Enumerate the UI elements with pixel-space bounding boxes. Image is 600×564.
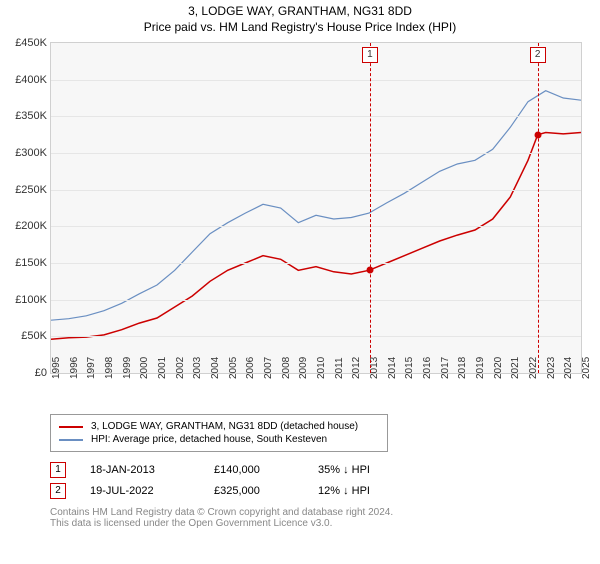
y-axis-label: £150K: [15, 257, 47, 269]
x-axis-label: 1999: [122, 357, 133, 379]
x-axis-label: 2001: [157, 357, 168, 379]
x-axis-label: 2004: [210, 357, 221, 379]
x-axis-label: 2000: [139, 357, 150, 379]
price-chart: £0£50K£100K£150K£200K£250K£300K£350K£400…: [50, 42, 582, 374]
x-axis-label: 2023: [546, 357, 557, 379]
x-axis-label: 2017: [440, 357, 451, 379]
x-axis-label: 2015: [404, 357, 415, 379]
sale-date: 18-JAN-2013: [90, 464, 190, 476]
x-axis-label: 1997: [86, 357, 97, 379]
x-axis-label: 2020: [493, 357, 504, 379]
legend-swatch-hpi: [59, 439, 83, 441]
footer: Contains HM Land Registry data © Crown c…: [50, 507, 600, 529]
x-axis-label: 2025: [581, 357, 592, 379]
y-axis-label: £450K: [15, 37, 47, 49]
sale-list: 1 18-JAN-2013 £140,000 35% ↓ HPI 2 19-JU…: [50, 462, 600, 499]
x-axis-label: 2002: [175, 357, 186, 379]
x-axis-label: 1996: [69, 357, 80, 379]
y-axis-label: £400K: [15, 74, 47, 86]
sale-price: £140,000: [214, 464, 294, 476]
legend: 3, LODGE WAY, GRANTHAM, NG31 8DD (detach…: [50, 414, 388, 452]
sale-diff: 12% ↓ HPI: [318, 485, 418, 497]
sale-marker-box: 2: [530, 47, 546, 63]
y-axis-label: £200K: [15, 220, 47, 232]
x-axis-label: 2007: [263, 357, 274, 379]
x-axis-label: 2009: [298, 357, 309, 379]
y-axis-label: £300K: [15, 147, 47, 159]
x-axis-label: 2016: [422, 357, 433, 379]
chart-lines: [51, 43, 581, 373]
x-axis-label: 2018: [457, 357, 468, 379]
footer-line: This data is licensed under the Open Gov…: [50, 518, 600, 529]
x-axis-label: 1995: [51, 357, 62, 379]
sale-marker-line: [538, 43, 539, 373]
x-axis-label: 2019: [475, 357, 486, 379]
x-axis-label: 2024: [563, 357, 574, 379]
x-axis-label: 2011: [334, 357, 345, 379]
y-axis-label: £250K: [15, 184, 47, 196]
footer-line: Contains HM Land Registry data © Crown c…: [50, 507, 600, 518]
x-axis-label: 2003: [192, 357, 203, 379]
sale-marker-line: [370, 43, 371, 373]
sale-marker-num: 2: [50, 483, 66, 499]
legend-swatch-price: [59, 426, 83, 428]
x-axis-label: 2008: [281, 357, 292, 379]
y-axis-label: £100K: [15, 294, 47, 306]
sale-date: 19-JUL-2022: [90, 485, 190, 497]
x-axis-label: 2006: [245, 357, 256, 379]
sale-marker-dot: [534, 131, 541, 138]
page-subtitle: Price paid vs. HM Land Registry's House …: [0, 20, 600, 34]
legend-label-hpi: HPI: Average price, detached house, Sout…: [91, 434, 327, 445]
sale-row: 2 19-JUL-2022 £325,000 12% ↓ HPI: [50, 483, 600, 499]
x-axis-label: 2012: [351, 357, 362, 379]
x-axis-label: 2010: [316, 357, 327, 379]
sale-diff: 35% ↓ HPI: [318, 464, 418, 476]
y-axis-label: £350K: [15, 110, 47, 122]
legend-label-price: 3, LODGE WAY, GRANTHAM, NG31 8DD (detach…: [91, 421, 358, 432]
sale-marker-num: 1: [50, 462, 66, 478]
x-axis-label: 2005: [228, 357, 239, 379]
x-axis-label: 2021: [510, 357, 521, 379]
x-axis-label: 1998: [104, 357, 115, 379]
sale-row: 1 18-JAN-2013 £140,000 35% ↓ HPI: [50, 462, 600, 478]
page-title: 3, LODGE WAY, GRANTHAM, NG31 8DD: [0, 4, 600, 18]
sale-marker-dot: [366, 267, 373, 274]
sale-marker-box: 1: [362, 47, 378, 63]
x-axis-label: 2014: [387, 357, 398, 379]
y-axis-label: £0: [35, 367, 47, 379]
y-axis-label: £50K: [21, 330, 47, 342]
sale-price: £325,000: [214, 485, 294, 497]
